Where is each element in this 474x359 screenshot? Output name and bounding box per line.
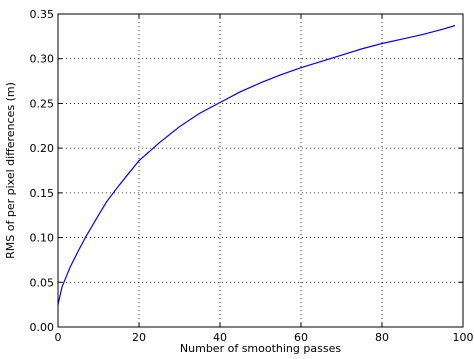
y-tick-label: 0.20	[30, 142, 55, 155]
tick-labels: 0 20 40 60 80 100 0.00 0.05 0.10 0.15 0.20 0.25 0.30…	[30, 8, 474, 344]
plot-frame	[57, 13, 464, 328]
x-tick-label: 80	[375, 331, 389, 344]
x-tick-label: 100	[453, 331, 474, 344]
x-axis-label: Number of smoothing passes	[180, 342, 341, 355]
y-tick-label: 0.15	[30, 187, 55, 200]
x-tick-label: 40	[213, 331, 227, 344]
x-tick-label: 60	[294, 331, 308, 344]
y-tick-label: 0.00	[30, 321, 55, 334]
x-tick-label: 0	[55, 331, 62, 344]
y-tick-label: 0.35	[30, 8, 55, 21]
grid-lines	[58, 14, 463, 327]
y-axis-label: RMS of per pixel differences (m)	[4, 82, 17, 259]
y-tick-label: 0.10	[30, 232, 55, 245]
series-line	[57, 25, 456, 305]
y-tick-label: 0.30	[30, 53, 55, 66]
y-tick-label: 0.25	[30, 97, 55, 110]
y-tick-label: 0.05	[30, 276, 55, 289]
x-tick-label: 20	[132, 331, 146, 344]
axis-ticks	[57, 13, 464, 328]
